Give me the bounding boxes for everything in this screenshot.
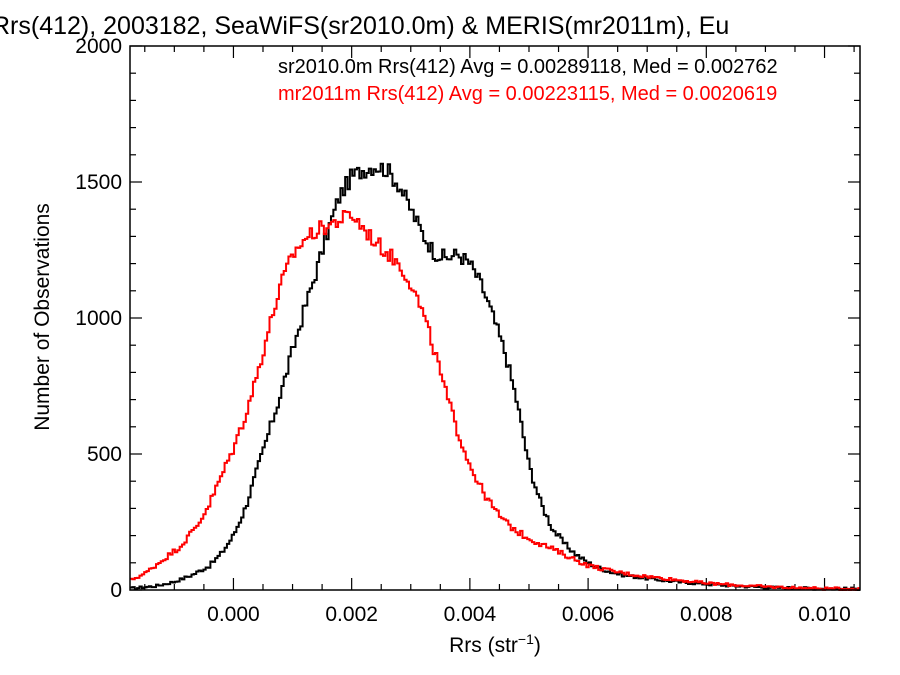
- y-axis-label: Number of Observations: [31, 203, 54, 431]
- x-axis-label-superscript: −1: [518, 631, 534, 647]
- plot-frame: [129, 45, 861, 591]
- x-tick-label: 0.004: [444, 603, 497, 626]
- x-axis-ticks: 0.000 0.002 0.004 0.006 0.008 0.010: [144, 46, 855, 626]
- y-tick-label: 1000: [75, 307, 122, 330]
- y-tick-label: 0: [110, 579, 122, 602]
- y-tick-label: 1500: [75, 171, 122, 194]
- legend-entry-black: sr2010.0m Rrs(412) Avg = 0.00289118, Med…: [278, 56, 778, 78]
- y-axis-ticks: 0 500 1000 1500 2000: [75, 35, 860, 602]
- x-tick-label: 0.000: [207, 603, 260, 626]
- x-axis-label-main: Rrs (str: [449, 634, 518, 657]
- legend-entry-red: mr2011m Rrs(412) Avg = 0.00223115, Med =…: [278, 83, 777, 105]
- x-axis-label-close: ): [534, 634, 541, 657]
- x-tick-label: 0.006: [562, 603, 615, 626]
- x-tick-label: 0.010: [798, 603, 851, 626]
- y-tick-label: 500: [87, 443, 122, 466]
- chart-title: Rrs(412), 2003182, SeaWiFS(sr2010.0m) & …: [0, 12, 729, 40]
- series-layer: [130, 162, 860, 591]
- x-tick-label: 0.008: [680, 603, 733, 626]
- series-red-histogram: [130, 209, 860, 591]
- y-tick-label: 2000: [75, 35, 122, 58]
- x-tick-label: 0.002: [325, 603, 378, 626]
- x-axis-label: Rrs (str−1): [449, 631, 541, 657]
